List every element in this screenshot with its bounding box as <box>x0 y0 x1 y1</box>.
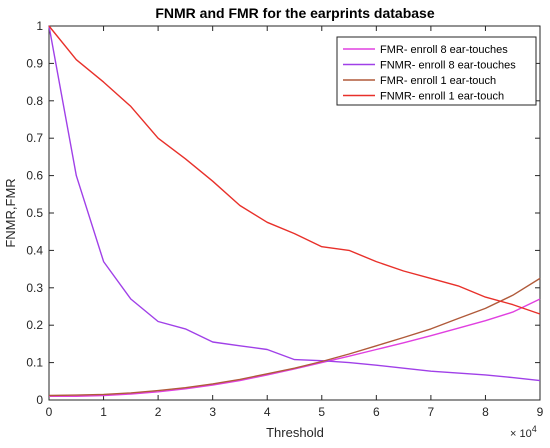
series-line-4 <box>48 25 541 315</box>
x-tick-label: 8 <box>482 405 489 419</box>
series-line-2 <box>48 25 541 382</box>
y-tick-label: 0.1 <box>26 356 43 370</box>
y-tick-label: 0.6 <box>26 169 43 183</box>
x-axis-exponent: × 104 <box>510 424 537 440</box>
x-tick-label: 1 <box>100 405 107 419</box>
x-tick-label: 7 <box>428 405 435 419</box>
y-tick-label: 0.7 <box>26 131 43 145</box>
y-tick-label: 0.4 <box>26 243 43 257</box>
y-tick-label: 1 <box>36 19 43 33</box>
legend-label-1: FMR- enroll 8 ear-touches <box>380 44 508 56</box>
y-tick-label: 0 <box>36 393 43 407</box>
series-lines <box>48 25 541 397</box>
x-tick-label: 9 <box>537 405 544 419</box>
series-line-1 <box>49 298 541 397</box>
y-axis: 0 0.1 0.2 0.3 0.4 0.5 0.6 0.7 0.8 0.9 1 <box>26 19 540 407</box>
y-tick-label: 0.2 <box>26 318 43 332</box>
x-tick-label: 3 <box>209 405 216 419</box>
x-axis-title: Threshold <box>266 425 324 440</box>
legend-label-3: FMR- enroll 1 ear-touch <box>380 75 496 87</box>
y-tick-label: 0.9 <box>26 56 43 70</box>
x-tick-label: 0 <box>46 405 53 419</box>
y-axis-title: FNMR,FMR <box>3 178 18 247</box>
x-tick-label: 6 <box>373 405 380 419</box>
series-line-3 <box>48 277 541 397</box>
legend: FMR- enroll 8 ear-touches FNMR- enroll 8 … <box>336 36 537 106</box>
legend-label-2: FNMR- enroll 8 ear-touches <box>380 60 516 72</box>
x-tick-label: 2 <box>155 405 162 419</box>
y-tick-label: 0.5 <box>26 206 43 220</box>
chart-title: FNMR and FMR for the earprints database <box>155 5 434 21</box>
y-tick-label: 0.8 <box>26 94 43 108</box>
y-tick-label: 0.3 <box>26 281 43 295</box>
x-tick-label: 5 <box>318 405 325 419</box>
legend-label-4: FNMR- enroll 1 ear-touch <box>380 91 504 103</box>
x-axis: 0 1 2 3 4 5 6 7 8 9 <box>46 26 544 419</box>
x-tick-label: 4 <box>264 405 271 419</box>
